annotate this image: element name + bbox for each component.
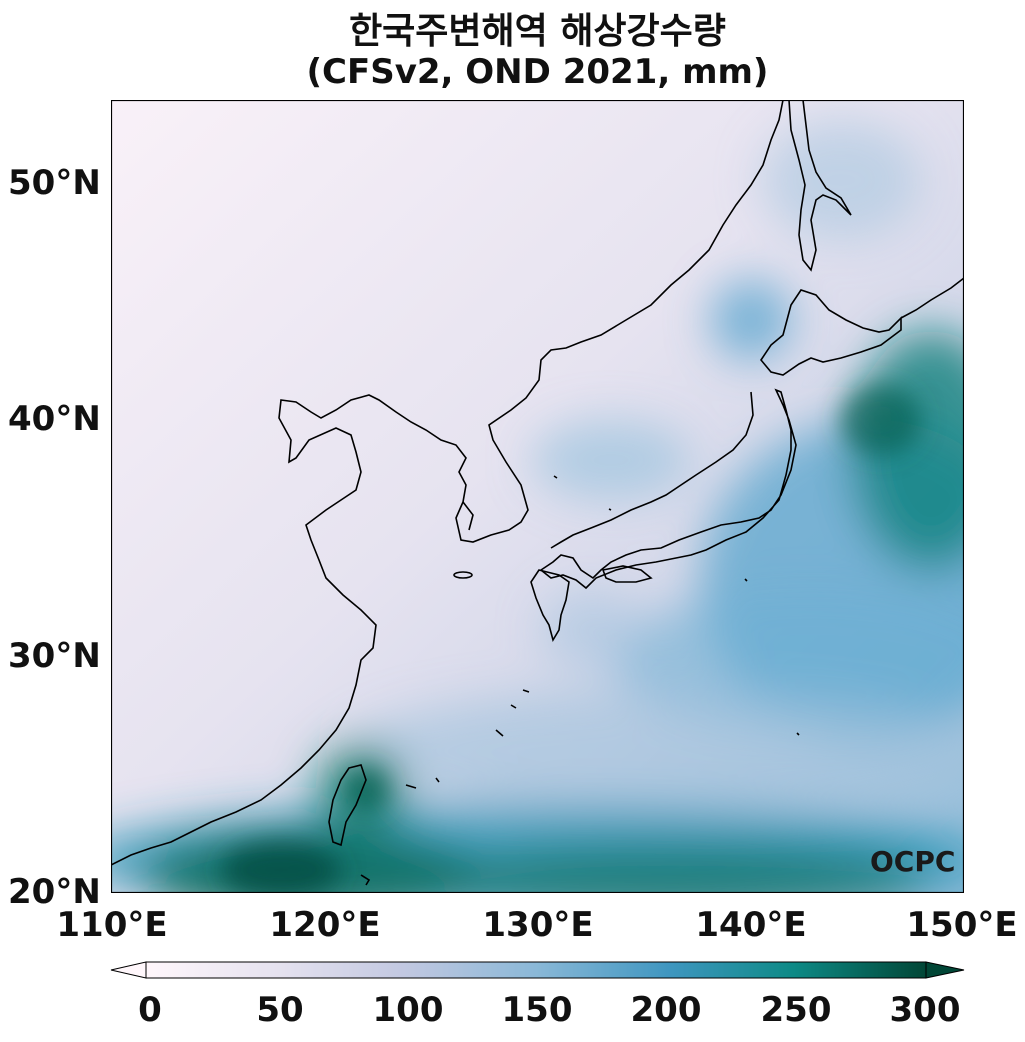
colorbar-min-extend: [110, 961, 147, 979]
map-title: 한국주변해역 해상강수량: [349, 11, 726, 52]
precipitation-map: [111, 100, 964, 893]
colorbar-tick-200: 200: [630, 990, 702, 1030]
colorbar: [110, 961, 965, 979]
lat-tick-20: 20°N: [8, 872, 101, 912]
lon-tick-130: 130°E: [482, 905, 594, 945]
colorbar-tick-0: 0: [138, 990, 162, 1030]
lon-tick-110: 110°E: [56, 905, 168, 945]
lon-tick-120: 120°E: [269, 905, 381, 945]
colorbar-tick-300: 300: [889, 990, 961, 1030]
lat-tick-30: 30°N: [8, 636, 101, 676]
colorbar-tick-100: 100: [372, 990, 444, 1030]
lon-tick-150: 150°E: [906, 905, 1018, 945]
colorbar-tick-150: 150: [501, 990, 573, 1030]
lat-tick-40: 40°N: [8, 399, 101, 439]
map-frame: [111, 100, 964, 893]
coastline: [111, 100, 964, 886]
colorbar-max-extend: [925, 961, 965, 979]
colorbar-gradient: [145, 961, 927, 979]
map-subtitle: (CFSv2, OND 2021, mm): [306, 52, 769, 92]
colorbar-tick-50: 50: [256, 990, 304, 1030]
ocpc-logo: OCPC: [870, 845, 956, 878]
lat-tick-50: 50°N: [8, 163, 101, 203]
colorbar-tick-250: 250: [760, 990, 832, 1030]
lon-tick-140: 140°E: [695, 905, 807, 945]
